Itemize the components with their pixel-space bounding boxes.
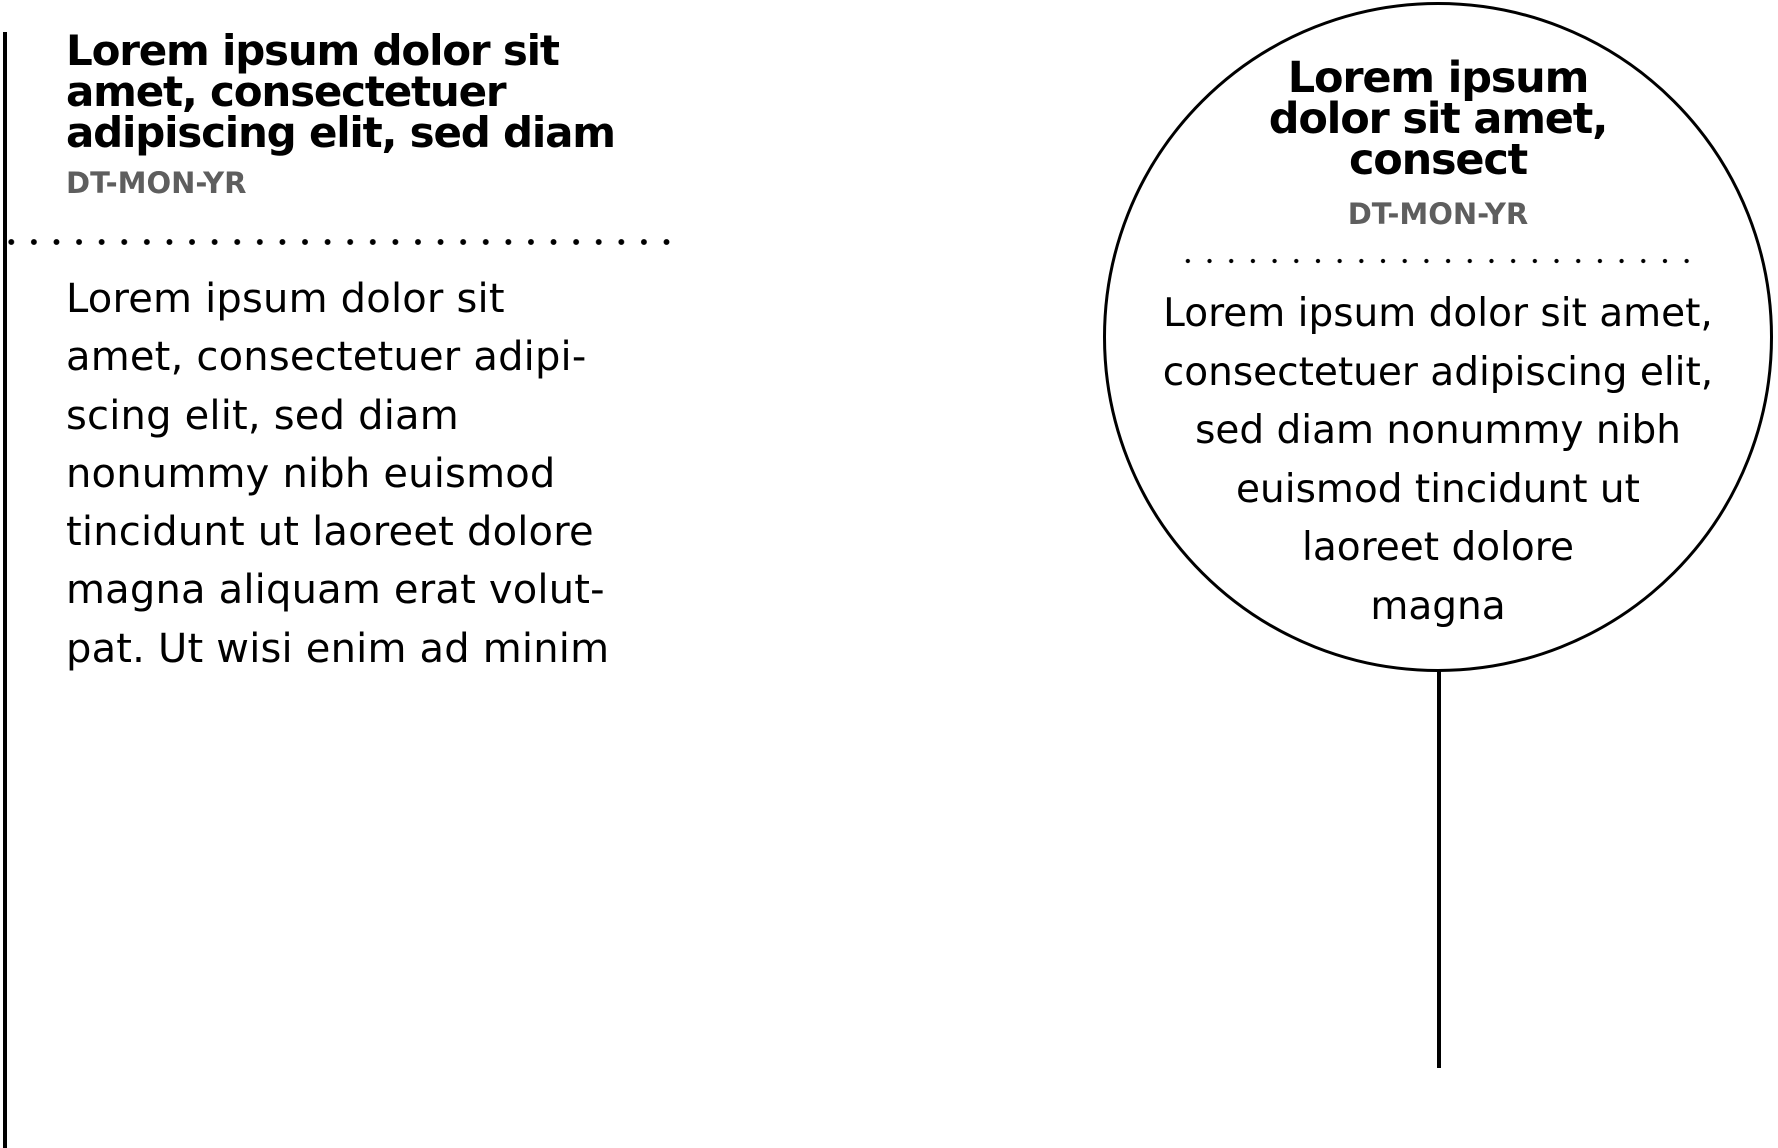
left-card-date: DT-MON-YR bbox=[66, 166, 247, 200]
circle-card-date: DT-MON-YR bbox=[1347, 197, 1529, 231]
circle-card-title: Lorem ipsum dolor sit amet, consect bbox=[1268, 53, 1609, 185]
circle-dotted-divider bbox=[1177, 258, 1699, 264]
circle-stem-line bbox=[1437, 670, 1441, 1068]
circle-card-body: Lorem ipsum dolor sit amet, consectetuer… bbox=[1162, 291, 1714, 629]
left-card-body: Lorem ipsum dolor sit amet, consectetuer… bbox=[66, 276, 610, 672]
left-timeline-rule bbox=[3, 32, 7, 1148]
left-card-title: Lorem ipsum dolor sit amet, consectetuer… bbox=[66, 26, 616, 157]
left-card: Lorem ipsum dolor sit amet, consectetuer… bbox=[66, 30, 686, 201]
left-dotted-divider bbox=[0, 239, 678, 245]
